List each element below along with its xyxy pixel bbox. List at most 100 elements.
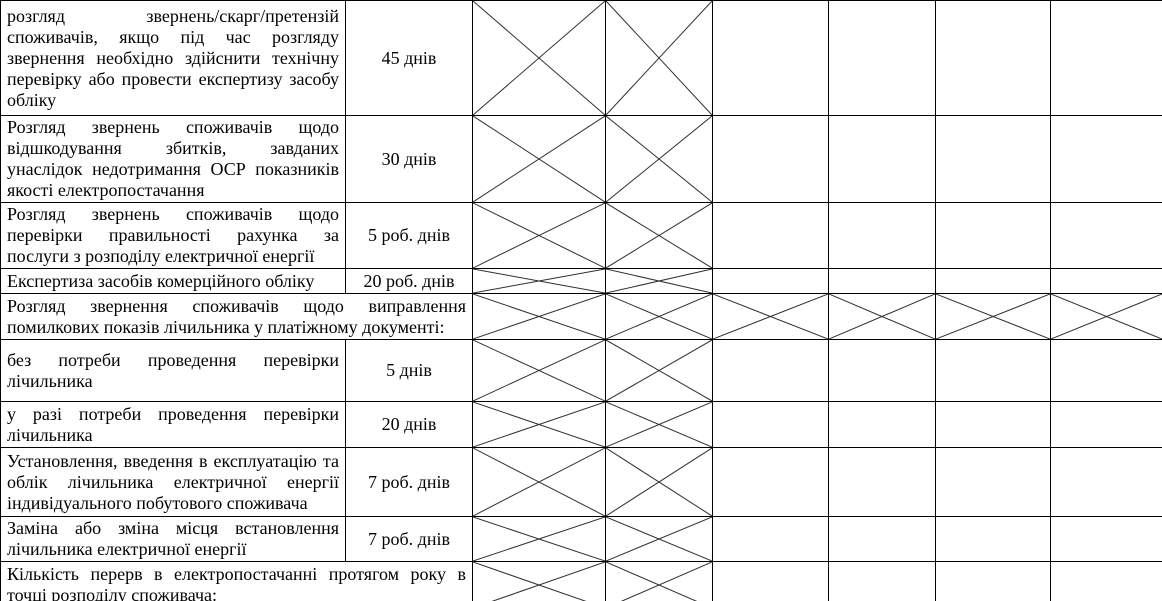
service-name-cell: Розгляд звернень споживачів щодо перевір…: [0, 202, 346, 269]
empty-cell: [1050, 268, 1162, 294]
crossed-out-cell: [605, 401, 713, 448]
empty-cell: [712, 0, 829, 116]
table-row: без потреби проведення перевірки лічильн…: [0, 339, 1162, 402]
empty-cell: [712, 115, 829, 203]
crossed-out-cell: [605, 447, 713, 517]
section-header-cell: Розгляд звернення споживачів щодо виправ…: [0, 293, 473, 340]
crossed-out-cell: [605, 339, 713, 402]
cross-out-icon: [606, 402, 712, 447]
section-header-cell: Кількість перерв в електропостачанні про…: [0, 561, 473, 601]
cross-out-icon: [713, 294, 828, 339]
table-row: у разі потреби проведення перевірки лічи…: [0, 401, 1162, 448]
crossed-out-cell: [605, 0, 713, 116]
empty-cell: [828, 516, 936, 562]
cross-out-icon: [473, 116, 605, 202]
cross-out-icon: [473, 340, 605, 401]
table-row: Кількість перерв в електропостачанні про…: [0, 561, 1162, 601]
term-cell: 20 днів: [345, 401, 473, 448]
term-cell: 45 днів: [345, 0, 473, 116]
empty-cell: [935, 115, 1051, 203]
crossed-out-cell: [472, 0, 606, 116]
table-row: Розгляд звернення споживачів щодо виправ…: [0, 293, 1162, 340]
empty-cell: [712, 561, 829, 601]
term-cell: 20 роб. днів: [345, 268, 473, 294]
cross-out-icon: [829, 294, 935, 339]
crossed-out-cell: [935, 293, 1051, 340]
empty-cell: [712, 268, 829, 294]
term-cell: 30 днів: [345, 115, 473, 203]
table-row: Розгляд звернень споживачів щодо відшкод…: [0, 115, 1162, 203]
empty-cell: [1050, 339, 1162, 402]
empty-cell: [828, 447, 936, 517]
empty-cell: [828, 202, 936, 269]
empty-cell: [712, 447, 829, 517]
crossed-out-cell: [605, 268, 713, 294]
table-row: Експертиза засобів комерційного обліку 20…: [0, 268, 1162, 294]
empty-cell: [712, 202, 829, 269]
empty-cell: [1050, 115, 1162, 203]
service-name-cell: Заміна або зміна місця встановлення лічи…: [0, 516, 346, 562]
table-row: розгляд звернень/скарг/претензій спожива…: [0, 0, 1162, 116]
empty-cell: [1050, 0, 1162, 116]
crossed-out-cell: [472, 202, 606, 269]
empty-cell: [935, 447, 1051, 517]
empty-cell: [935, 0, 1051, 116]
cross-out-icon: [606, 294, 712, 339]
crossed-out-cell: [605, 561, 713, 601]
cross-out-icon: [606, 340, 712, 401]
table-row: Заміна або зміна місця встановлення лічи…: [0, 516, 1162, 562]
service-name-cell: без потреби проведення перевірки лічильн…: [0, 339, 346, 402]
crossed-out-cell: [605, 202, 713, 269]
crossed-out-cell: [605, 115, 713, 203]
empty-cell: [712, 401, 829, 448]
empty-cell: [828, 0, 936, 116]
cross-out-icon: [606, 1, 712, 115]
empty-cell: [1050, 202, 1162, 269]
cross-out-icon: [473, 448, 605, 516]
empty-cell: [1050, 516, 1162, 562]
empty-cell: [828, 401, 936, 448]
crossed-out-cell: [1050, 293, 1162, 340]
cross-out-icon: [473, 562, 605, 601]
empty-cell: [1050, 401, 1162, 448]
cross-out-icon: [606, 517, 712, 561]
empty-cell: [935, 561, 1051, 601]
empty-cell: [935, 339, 1051, 402]
crossed-out-cell: [472, 293, 606, 340]
cross-out-icon: [473, 517, 605, 561]
term-cell: 5 днів: [345, 339, 473, 402]
crossed-out-cell: [472, 516, 606, 562]
term-cell: 7 роб. днів: [345, 516, 473, 562]
crossed-out-cell: [605, 293, 713, 340]
cross-out-icon: [606, 116, 712, 202]
empty-cell: [828, 268, 936, 294]
cross-out-icon: [473, 269, 605, 293]
service-name-cell: розгляд звернень/скарг/претензій спожива…: [0, 0, 346, 116]
cross-out-icon: [473, 203, 605, 268]
empty-cell: [712, 339, 829, 402]
crossed-out-cell: [712, 293, 829, 340]
service-name-cell: Установлення, введення в експлуатацію та…: [0, 447, 346, 517]
empty-cell: [828, 339, 936, 402]
crossed-out-cell: [605, 516, 713, 562]
table-row: Установлення, введення в експлуатацію та…: [0, 447, 1162, 517]
empty-cell: [828, 115, 936, 203]
service-name-cell: Експертиза засобів комерційного обліку: [0, 268, 346, 294]
cross-out-icon: [936, 294, 1050, 339]
cross-out-icon: [473, 1, 605, 115]
empty-cell: [935, 268, 1051, 294]
empty-cell: [828, 561, 936, 601]
crossed-out-cell: [472, 339, 606, 402]
cross-out-icon: [606, 203, 712, 268]
service-name-cell: у разі потреби проведення перевірки лічи…: [0, 401, 346, 448]
empty-cell: [935, 401, 1051, 448]
cross-out-icon: [1051, 294, 1162, 339]
cross-out-icon: [473, 402, 605, 447]
empty-cell: [712, 516, 829, 562]
crossed-out-cell: [472, 268, 606, 294]
term-cell: 7 роб. днів: [345, 447, 473, 517]
crossed-out-cell: [472, 447, 606, 517]
